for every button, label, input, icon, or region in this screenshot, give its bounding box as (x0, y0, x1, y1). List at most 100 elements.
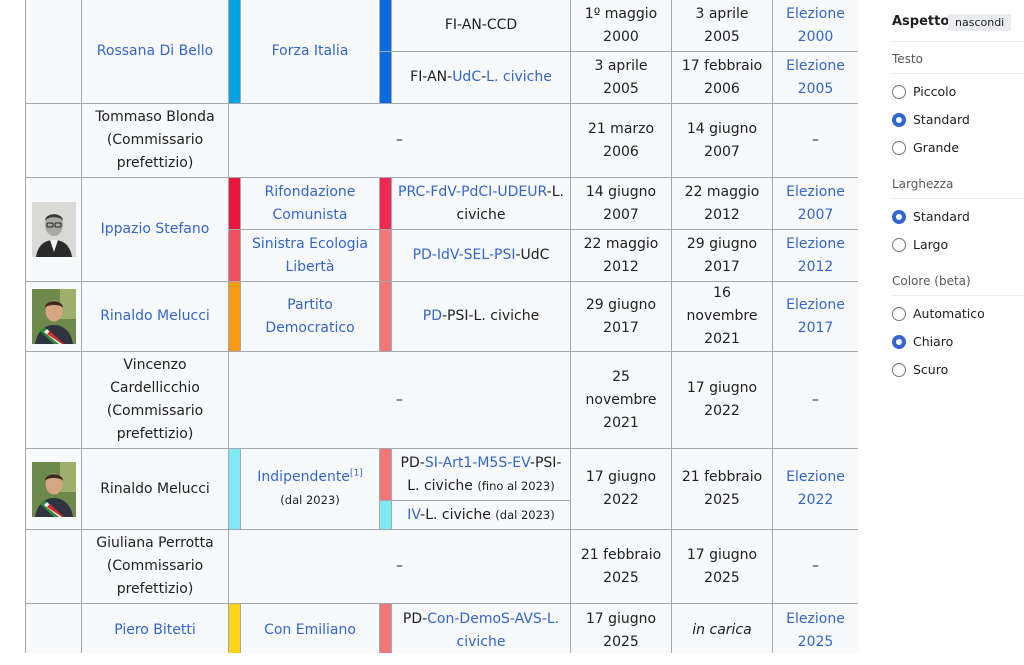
mayor-name-text: Rinaldo Melucci (100, 480, 210, 497)
table-row: Sinistra Ecologia Libertà PD-IdV-SEL-PSI… (26, 229, 858, 282)
radio-icon[interactable] (892, 362, 906, 377)
radio-text-standard[interactable]: Standard (892, 112, 970, 127)
start-date-text: 29 giugno 2017 (585, 296, 657, 336)
mayor-name-text: Giuliana Perrotta (Commissario prefettiz… (96, 535, 214, 597)
end-date: 3 aprile 2005 (671, 0, 773, 52)
coalition-link-iv[interactable]: IV (407, 506, 421, 523)
end-date: 16 novembre 2021 (671, 281, 773, 352)
radio-icon[interactable] (892, 237, 906, 252)
section-label-text: Testo (892, 52, 923, 66)
radio-color-automatic[interactable]: Automatico (892, 306, 985, 321)
coalition-link-pd[interactable]: PD (422, 308, 442, 324)
commissioner-dash: – (228, 529, 571, 604)
party-cell: Indipendente[1] (dal 2023) (240, 448, 380, 530)
portrait-rinaldo-melucci[interactable] (31, 289, 76, 344)
coalition-links[interactable]: PRC-FdV-PdCI-UDEUR (398, 183, 547, 200)
hide-panel-button[interactable]: nascondi (948, 14, 1012, 31)
radio-selected-icon[interactable] (892, 334, 906, 349)
party-color-bar (228, 603, 241, 653)
election-cell: – (772, 103, 858, 178)
coalition-links[interactable]: PD-IdV-SEL-PSI (412, 247, 516, 263)
election-link[interactable]: Elezione 2022 (786, 469, 845, 508)
party-link[interactable]: Partito Democratico (265, 296, 355, 336)
commissioner-dash: – (228, 103, 571, 178)
party-color-bar (228, 281, 241, 352)
mayor-name-link[interactable]: Rossana Di Bello (96, 43, 214, 59)
photo-cell-empty (25, 351, 82, 449)
end-date: 21 febbraio 2025 (671, 448, 773, 530)
end-date-text: 17 giugno 2025 (686, 546, 758, 586)
coalition-cell: PD-IdV-SEL-PSI-UdC (391, 229, 571, 282)
mayor-name-link[interactable]: Rinaldo Melucci (100, 308, 210, 324)
coalition-link-civiche[interactable]: L. civiche (486, 69, 552, 85)
mayors-table: Rossana Di Bello Forza Italia FI-AN-CCD … (25, 0, 858, 653)
radio-width-wide[interactable]: Largo (892, 237, 948, 252)
coalition-text: -UdC (515, 247, 550, 263)
portrait-ippazio-stefano[interactable] (31, 202, 76, 257)
coalition-cell: FI-AN-UdC-L. civiche (391, 51, 571, 104)
radio-selected-icon[interactable] (892, 112, 906, 127)
coalition-link-udc[interactable]: UdC (452, 69, 482, 85)
party-cell: Sinistra Ecologia Libertà (240, 229, 380, 282)
coalition-links[interactable]: Con-DemoS-AVS-L. civiche (427, 610, 560, 650)
table-row: FI-AN-UdC-L. civiche 3 aprile 2005 17 fe… (26, 51, 858, 104)
radio-label: Standard (913, 112, 970, 127)
party-link[interactable]: Rifondazione Comunista (264, 183, 356, 223)
start-date: 21 marzo 2006 (570, 103, 672, 178)
coalition-note: (fino al 2023) (477, 478, 555, 493)
divider (892, 295, 1024, 296)
party-color-bar (228, 448, 241, 530)
election-link[interactable]: Elezione 2012 (786, 235, 845, 275)
mayor-name-link[interactable]: Piero Bitetti (114, 622, 196, 638)
start-date-text: 22 maggio 2012 (583, 235, 659, 275)
radio-color-light[interactable]: Chiaro (892, 334, 953, 349)
radio-width-standard[interactable]: Standard (892, 209, 970, 224)
party-cell: Forza Italia (240, 0, 380, 104)
coalition-cell: PD-SI-Art1-M5S-EV-PSI-L. civiche (fino a… (391, 448, 571, 501)
divider (892, 41, 1024, 42)
election-link[interactable]: Elezione 2007 (786, 183, 845, 223)
party-link[interactable]: Forza Italia (271, 43, 349, 59)
mayor-name-cell: Rossana Di Bello (81, 0, 229, 104)
party-link[interactable]: Con Emiliano (264, 622, 356, 638)
election-link[interactable]: Elezione 2000 (786, 5, 845, 45)
election-link[interactable]: Elezione 2017 (786, 296, 845, 336)
end-date-text: 29 giugno 2017 (686, 235, 758, 275)
party-link[interactable]: Indipendente (257, 469, 350, 485)
radio-color-dark[interactable]: Scuro (892, 362, 948, 377)
party-cell: Con Emiliano (240, 603, 380, 653)
coalition-separator: - (481, 69, 487, 85)
coalition-cell: PD-PSI-L. civiche (391, 281, 571, 352)
election-cell: Elezione 2022 (772, 448, 858, 530)
radio-label: Standard (913, 209, 970, 224)
radio-icon[interactable] (892, 84, 906, 99)
radio-text-large[interactable]: Grande (892, 140, 959, 155)
radio-label: Scuro (913, 362, 949, 377)
radio-icon[interactable] (892, 140, 906, 155)
coalition-links[interactable]: SI-Art1-M5S-EV (424, 454, 530, 471)
end-date-text: in carica (692, 622, 752, 638)
start-date: 29 giugno 2017 (570, 281, 672, 352)
end-date-text: 21 febbraio 2025 (681, 469, 763, 508)
portrait-rinaldo-melucci[interactable] (31, 461, 76, 517)
party-link[interactable]: Sinistra Ecologia Libertà (251, 235, 369, 275)
start-date-text: 21 marzo 2006 (587, 120, 655, 160)
radio-label: Largo (913, 237, 949, 252)
reference-link[interactable]: [1] (349, 468, 363, 479)
end-date-text: 17 giugno 2022 (686, 380, 758, 419)
coalition-text: -L. civiche (456, 183, 564, 223)
coalition-color-bar (379, 603, 392, 653)
radio-text-small[interactable]: Piccolo (892, 84, 956, 99)
radio-icon[interactable] (892, 306, 906, 321)
commissioner-dash: – (228, 351, 571, 449)
election-link[interactable]: Elezione 2005 (786, 57, 845, 97)
dash-text: – (396, 391, 403, 408)
dash-text: – (396, 558, 403, 574)
radio-selected-icon[interactable] (892, 209, 906, 224)
mayor-name-link[interactable]: Ippazio Stefano (100, 221, 210, 237)
dash-text: – (812, 558, 819, 574)
end-date: 14 giugno 2007 (671, 103, 773, 178)
coalition-color-bar (379, 281, 392, 352)
election-link[interactable]: Elezione 2025 (786, 610, 845, 650)
coalition-color-bar (379, 448, 392, 501)
